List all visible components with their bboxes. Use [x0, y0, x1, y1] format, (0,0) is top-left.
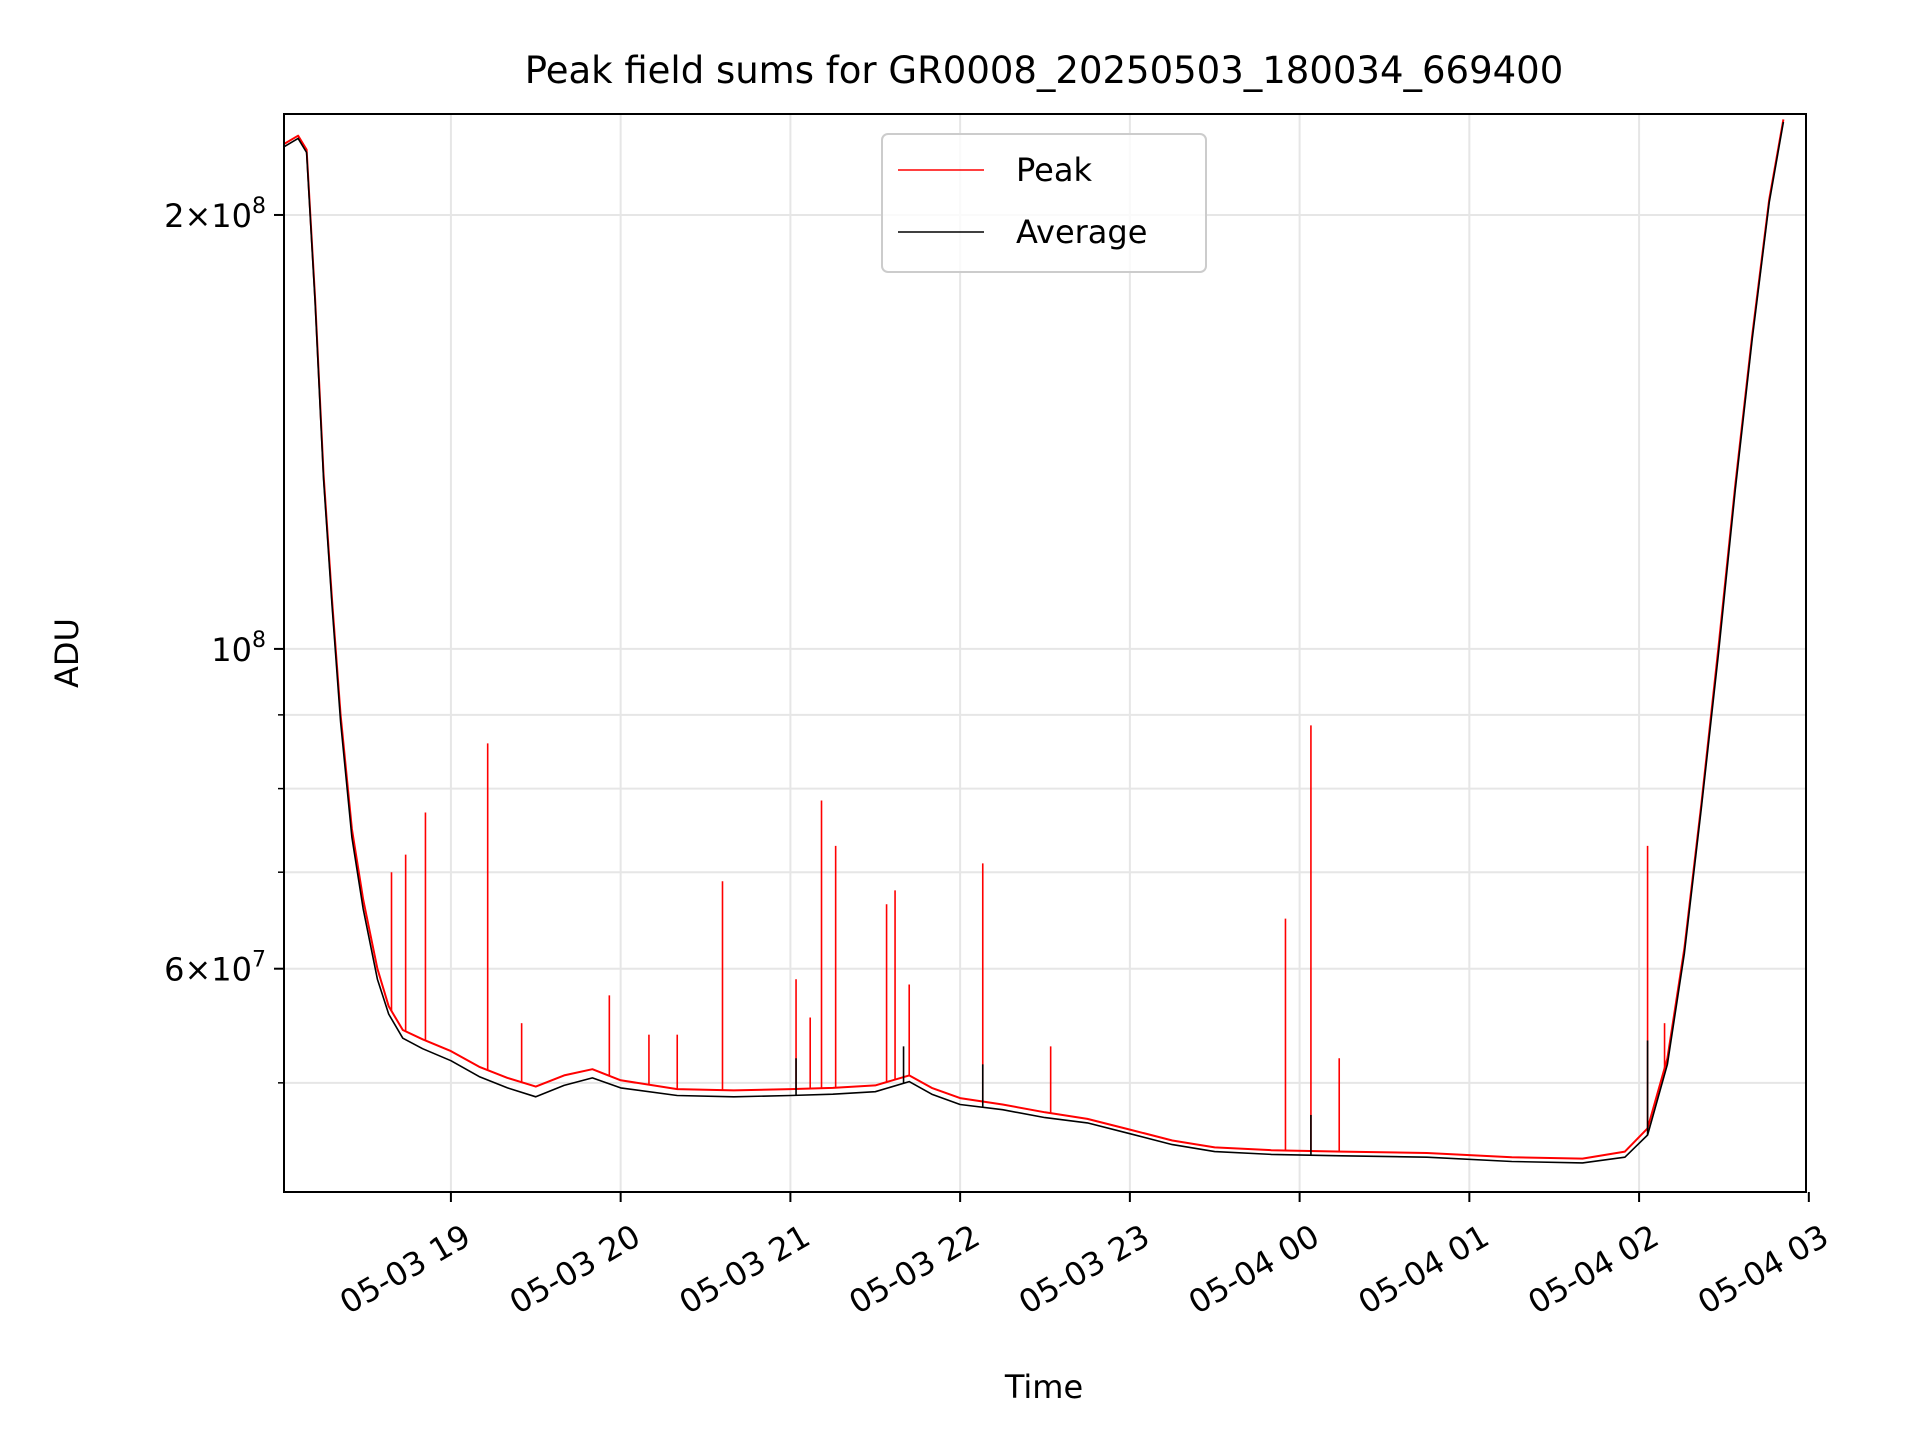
y-tick-base: 10 — [211, 631, 252, 669]
y-tick-label: 6×107 — [164, 948, 266, 989]
y-tick-multiply-sign: × — [184, 197, 211, 235]
grid-lines — [284, 114, 1806, 1192]
chart-title: Peak field sums for GR0008_20250503_1800… — [525, 49, 1564, 92]
legend-box — [881, 133, 1207, 273]
y-tick-mantissa: 6 — [164, 951, 184, 989]
legend-average-label: Average — [1016, 213, 1147, 251]
legend: Peak Average — [881, 133, 1207, 273]
y-tick-mantissa: 2 — [164, 197, 184, 235]
plot-area-frame — [283, 113, 1807, 1193]
y-axis-label: ADU — [48, 618, 86, 688]
average-spikes — [795, 1040, 1649, 1156]
y-tick-exponent: 8 — [252, 628, 266, 653]
y-tick-base: 10 — [211, 951, 252, 989]
legend-peak-label: Peak — [1016, 151, 1092, 189]
y-tick-exponent: 8 — [252, 194, 266, 219]
y-tick-base: 10 — [211, 197, 252, 235]
peak-spikes — [390, 725, 1666, 1152]
y-tick-label: 108 — [211, 628, 266, 669]
y-tick-exponent: 7 — [252, 948, 266, 973]
x-axis-label: Time — [1004, 1368, 1083, 1406]
y-tick-label: 2×108 — [164, 194, 266, 235]
y-tick-multiply-sign: × — [184, 951, 211, 989]
